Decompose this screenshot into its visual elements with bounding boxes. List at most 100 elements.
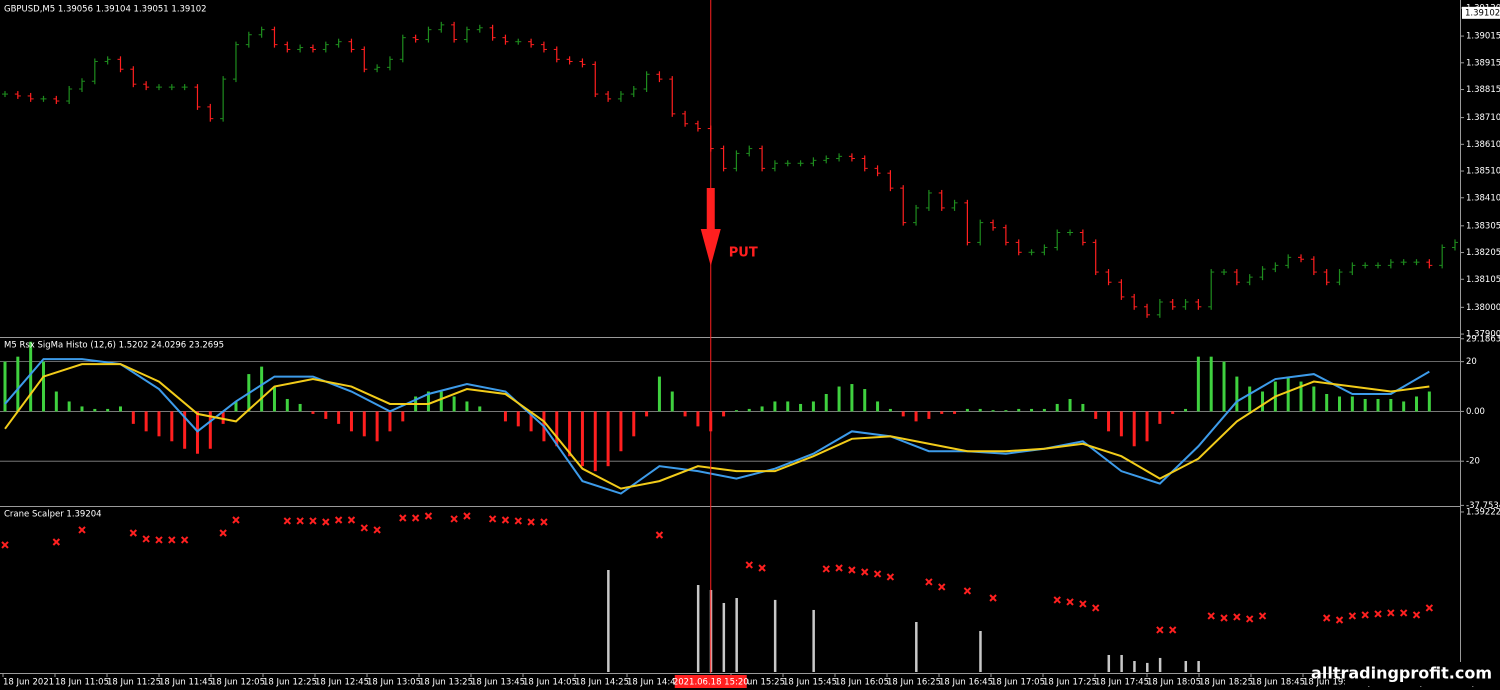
histogram-bar bbox=[670, 391, 674, 412]
cross-marker bbox=[1258, 612, 1267, 620]
histogram-bar bbox=[337, 411, 341, 424]
histogram-bar bbox=[1389, 398, 1393, 412]
signal-bar bbox=[1158, 657, 1162, 672]
cross-marker bbox=[296, 517, 304, 525]
histogram-bar bbox=[1415, 396, 1419, 412]
histogram-bar bbox=[978, 408, 982, 412]
x-tick-label: 18 Jun 18:45 bbox=[1251, 678, 1305, 688]
histogram-bar bbox=[901, 411, 905, 417]
cross-marker bbox=[411, 514, 420, 522]
histogram-bar bbox=[298, 403, 302, 412]
histogram-bar bbox=[1017, 408, 1021, 412]
signal-bar bbox=[773, 599, 777, 672]
histogram-bar bbox=[54, 391, 58, 412]
cross-marker bbox=[399, 514, 407, 522]
x-tick-label: 18 Jun 13:05 bbox=[367, 678, 421, 688]
histogram-bar bbox=[1350, 396, 1354, 412]
signal-bar bbox=[607, 569, 610, 672]
cross-marker bbox=[1412, 611, 1421, 619]
cross-marker bbox=[142, 535, 150, 543]
histogram-bar bbox=[183, 411, 187, 449]
cross-marker bbox=[232, 516, 240, 524]
y-tick-label: 20 bbox=[1466, 357, 1477, 367]
histogram-bar bbox=[1299, 381, 1303, 412]
x-tick-label: 18 Jun 11:05 bbox=[55, 678, 109, 688]
histogram-bar bbox=[657, 376, 661, 412]
x-tick-label: 18 Jun 12:05 bbox=[211, 678, 265, 688]
x-tick-label: 18 Jun 13:45 bbox=[471, 678, 525, 688]
cross-marker bbox=[1387, 609, 1395, 617]
cross-marker bbox=[1348, 612, 1357, 620]
rsx-panel-title: M5 Rsx SigMa Histo (12,6) 1.5202 24.0296… bbox=[4, 341, 224, 351]
histogram-bar bbox=[144, 411, 148, 432]
rsx-panel: 29.1863 20 0.00 -20 -37.7534 bbox=[0, 334, 1500, 511]
histogram-bar bbox=[747, 408, 751, 412]
histogram-bar bbox=[876, 401, 880, 412]
cross-marker bbox=[180, 536, 189, 544]
histogram-bar bbox=[529, 411, 533, 432]
histogram-bar bbox=[606, 411, 610, 467]
histogram-bar bbox=[1184, 408, 1188, 412]
histogram-bar bbox=[41, 361, 45, 412]
cross-marker bbox=[1079, 600, 1087, 608]
histogram-bar bbox=[1222, 361, 1226, 412]
histogram-bar bbox=[208, 411, 212, 449]
cross-marker bbox=[822, 565, 830, 573]
cross-marker bbox=[168, 536, 176, 544]
x-tick-label: 18 Jun 11:25 bbox=[107, 678, 161, 688]
histogram-bar bbox=[324, 411, 328, 419]
y-tick-label: -37.7534 bbox=[1466, 501, 1500, 511]
signal-bar bbox=[1146, 662, 1149, 672]
histogram-bar bbox=[940, 411, 944, 414]
cross-marker bbox=[488, 515, 497, 523]
cross-marker bbox=[540, 518, 548, 526]
y-tick-label: 1.37900 bbox=[1466, 330, 1500, 340]
histogram-bar bbox=[837, 386, 841, 412]
histogram-bar bbox=[349, 411, 353, 432]
histogram-bar bbox=[863, 389, 867, 412]
histogram-bar bbox=[503, 411, 507, 422]
y-tick-label: 1.38610 bbox=[1466, 140, 1500, 150]
y-tick-label: 1.38000 bbox=[1466, 303, 1500, 313]
signal-bar bbox=[1120, 654, 1123, 672]
signal-bar bbox=[1133, 661, 1136, 672]
histogram-bar bbox=[375, 411, 379, 442]
y-tick-label: 1.38305 bbox=[1466, 221, 1500, 231]
signal-bar bbox=[1184, 661, 1188, 672]
indicator-line bbox=[4, 358, 1430, 495]
histogram-bar bbox=[1119, 411, 1123, 437]
histogram-bar bbox=[170, 411, 174, 442]
histogram-bar bbox=[1055, 403, 1059, 412]
histogram-bar bbox=[645, 411, 649, 417]
signal-bar bbox=[812, 609, 815, 672]
cross-marker bbox=[52, 538, 61, 546]
x-tick-label: 18 Jun 2021 bbox=[3, 678, 54, 688]
histogram-bar bbox=[1376, 398, 1380, 412]
histogram-bar bbox=[965, 408, 969, 412]
cross-marker bbox=[1335, 616, 1344, 624]
cross-marker bbox=[938, 583, 946, 591]
x-tick-label: 18 Jun 16:05 bbox=[835, 678, 889, 688]
cross-marker bbox=[1361, 611, 1369, 619]
cross-marker bbox=[1156, 626, 1164, 634]
x-tick-label: 18 Jun 18:25 bbox=[1199, 678, 1253, 688]
histogram-bar bbox=[580, 411, 584, 467]
cross-marker bbox=[1, 541, 9, 549]
histogram-bar bbox=[1196, 356, 1200, 412]
cross-marker bbox=[514, 517, 522, 525]
histogram-bar bbox=[1402, 401, 1406, 412]
x-tick-label: 18 Jun 19:05 bbox=[1303, 678, 1357, 688]
y-tick-label: 1.38105 bbox=[1466, 275, 1500, 285]
histogram-bar bbox=[786, 401, 790, 412]
histogram-bar bbox=[221, 411, 225, 424]
histogram-bar bbox=[272, 386, 276, 412]
histogram-bar bbox=[16, 356, 20, 412]
cross-marker bbox=[861, 568, 869, 576]
current-price-box bbox=[1462, 6, 1500, 19]
price-panel-title: GBPUSD,M5 1.39056 1.39104 1.39051 1.3910… bbox=[4, 5, 207, 15]
histogram-bar bbox=[1042, 408, 1046, 412]
cross-marker bbox=[322, 518, 330, 526]
x-tick-label: 18 Jun 17:45 bbox=[1095, 678, 1149, 688]
cross-marker bbox=[463, 512, 471, 520]
